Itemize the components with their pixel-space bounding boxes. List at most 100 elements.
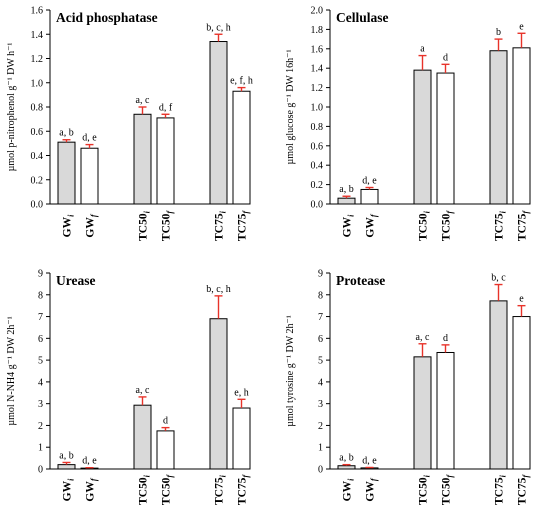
category-main: TC50: [441, 477, 453, 505]
category-subscript: i: [219, 210, 228, 213]
significance-label: a, b: [59, 450, 73, 461]
y-tick-label: 0.2: [31, 175, 44, 186]
bar-tc75-f: [232, 407, 251, 470]
bar-tc75-i: [209, 41, 228, 205]
chart-title: Protease: [336, 273, 385, 288]
x-category-label: GWf: [365, 477, 379, 501]
significance-label: d, e: [82, 456, 97, 467]
y-tick-label: 4: [38, 377, 43, 388]
category-main: GW: [62, 216, 74, 237]
y-axis-label: µmol glucose g⁻¹ DW 16h⁻¹: [285, 50, 296, 165]
bar-gw-f: [360, 188, 379, 205]
category-subscript: f: [166, 474, 175, 478]
significance-label: a, c: [416, 332, 430, 343]
bar-tc75-i: [489, 300, 508, 470]
significance-label: a, b: [339, 453, 353, 464]
category-subscript: i: [347, 478, 356, 481]
x-category-label: GWi: [342, 478, 356, 501]
x-category-label: TC50f: [161, 474, 175, 505]
category-subscript: i: [423, 210, 432, 213]
category-main: TC75: [517, 213, 529, 241]
x-category-label: TC75i: [214, 210, 228, 240]
bar-tc75-i: [489, 50, 508, 205]
y-tick-label: 0.4: [311, 161, 324, 172]
y-axis-label: µmol p-nitrophenol g⁻¹ DW h⁻¹: [6, 43, 17, 172]
bar-tc50-i: [413, 69, 432, 205]
y-tick-label: 0.0: [311, 200, 324, 211]
x-category-label: GWf: [365, 213, 379, 237]
chart-panel-4: 0 1 2 3 4 5 6 7 8 9 µmol tyrosine g⁻¹ DW 2h⁻¹ Prote…: [285, 269, 531, 505]
category-subscript: i: [143, 210, 152, 213]
y-tick-label: 0.8: [31, 103, 44, 114]
y-tick-label: 9: [318, 269, 323, 280]
category-subscript: f: [446, 474, 455, 478]
y-tick-label: 2.0: [311, 6, 324, 17]
y-tick-label: 1.4: [311, 64, 324, 75]
category-subscript: i: [499, 474, 508, 477]
y-tick-label: 1.2: [311, 83, 324, 94]
y-tick-label: 9: [38, 269, 43, 280]
significance-label: b, c, h: [206, 22, 230, 33]
bar-tc50-f: [436, 351, 455, 470]
significance-label: e, h: [234, 387, 248, 398]
bar-gw-f: [80, 147, 99, 205]
y-tick-label: 1: [38, 443, 43, 454]
x-category-label: TC75i: [214, 474, 228, 504]
category-subscript: i: [67, 214, 76, 217]
category-subscript: i: [499, 210, 508, 213]
significance-label: d, f: [159, 102, 173, 113]
category-subscript: i: [423, 474, 432, 477]
y-tick-label: 5: [38, 356, 43, 367]
x-category-label: TC50f: [441, 474, 455, 505]
category-main: TC50: [418, 213, 430, 241]
y-tick-label: 1.6: [311, 44, 324, 55]
category-subscript: i: [219, 474, 228, 477]
chart-title: Urease: [56, 273, 96, 288]
category-main: TC50: [161, 213, 173, 241]
y-tick-label: 1.4: [31, 30, 44, 41]
bar-tc75-f: [512, 47, 531, 205]
significance-label: d: [443, 333, 448, 344]
y-tick-label: 3: [318, 399, 323, 410]
category-main: GW: [62, 480, 74, 501]
y-tick-label: 1.6: [31, 6, 44, 17]
category-main: GW: [342, 216, 354, 237]
bar-gw-i: [57, 464, 76, 470]
category-subscript: f: [242, 474, 251, 478]
x-category-label: TC75f: [517, 210, 531, 241]
x-category-label: TC75f: [517, 474, 531, 505]
category-main: GW: [365, 481, 377, 502]
category-main: TC50: [441, 213, 453, 241]
category-subscript: f: [446, 210, 455, 214]
category-main: TC75: [237, 477, 249, 505]
category-subscript: f: [166, 210, 175, 214]
y-axis-label: µmol N-NH4 g⁻¹ DW 2h⁻¹: [6, 316, 17, 425]
y-tick-label: 4: [318, 377, 323, 388]
bar-tc50-i: [133, 113, 152, 205]
category-subscript: f: [90, 477, 99, 481]
significance-label: d, e: [82, 133, 97, 144]
x-category-label: TC75f: [237, 210, 251, 241]
y-tick-label: 8: [38, 290, 43, 301]
chart-panel-1: 0.0 0.2 0.4 0.6 0.8 1.0 1.2 1.4 1.6 µmol p-nitrop…: [6, 6, 253, 242]
bar-gw-i: [337, 197, 356, 205]
chart-title: Acid phosphatase: [56, 10, 158, 25]
y-tick-label: 0: [38, 465, 43, 476]
y-tick-label: 8: [318, 290, 323, 301]
x-category-label: TC50f: [441, 210, 455, 241]
significance-label: e: [519, 294, 524, 305]
y-tick-label: 6: [318, 334, 323, 345]
category-main: TC50: [161, 477, 173, 505]
category-subscript: f: [370, 477, 379, 481]
y-tick-label: 0.8: [311, 122, 324, 133]
significance-label: b, c: [491, 273, 506, 284]
significance-label: a, b: [59, 128, 73, 139]
chart-title: Cellulase: [336, 10, 389, 25]
y-tick-label: 1: [318, 443, 323, 454]
x-category-label: TC50i: [138, 210, 152, 240]
chart-panel-3: 0 1 2 3 4 5 6 7 8 9 µmol N-NH4 g⁻¹ DW 2h⁻¹ Urease a,…: [6, 269, 251, 505]
x-category-label: TC75i: [494, 474, 508, 504]
y-tick-label: 2: [318, 421, 323, 432]
chart-panel-2: 0.0 0.2 0.4 0.6 0.8 1.0 1.2 1.4 1.6 1.8 2.0 µmol gl…: [285, 6, 531, 241]
category-main: TC75: [494, 213, 506, 241]
